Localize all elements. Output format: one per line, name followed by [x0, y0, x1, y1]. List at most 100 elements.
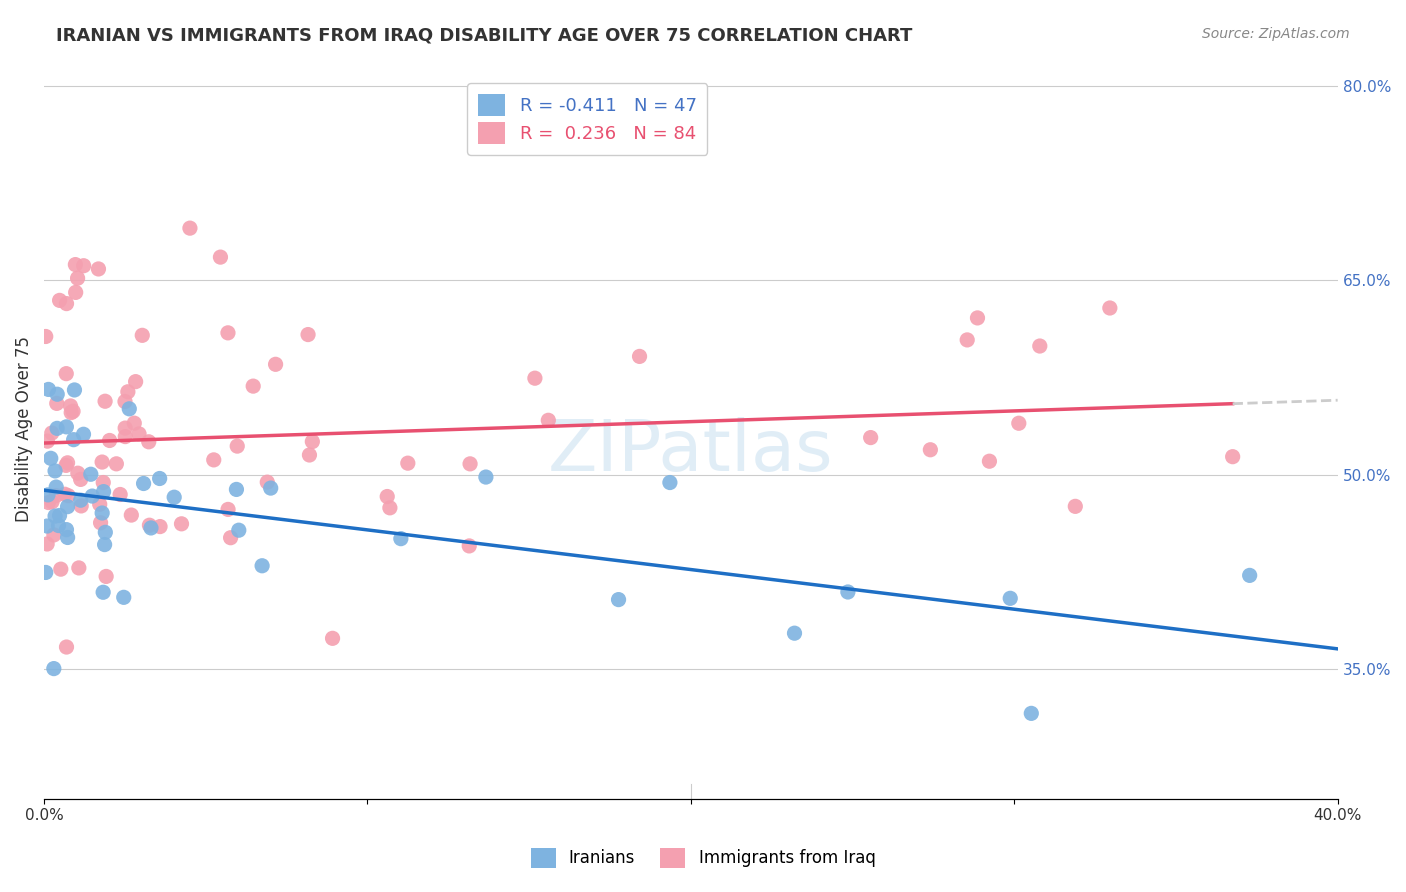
Immigrants from Iraq	[1029, 339, 1052, 353]
Immigrants from Iraq	[55, 367, 77, 381]
Immigrants from Iraq	[297, 327, 319, 342]
Immigrants from Iraq	[69, 472, 91, 486]
Immigrants from Iraq	[378, 500, 401, 515]
Iranians	[82, 489, 104, 503]
Iranians	[132, 476, 155, 491]
Iranians	[55, 523, 77, 537]
Immigrants from Iraq	[105, 457, 128, 471]
Immigrants from Iraq	[1098, 301, 1121, 315]
Iranians	[62, 433, 84, 447]
Iranians	[94, 525, 117, 540]
Iranians	[39, 451, 62, 466]
Iranians	[46, 387, 69, 401]
Immigrants from Iraq	[920, 442, 942, 457]
Iranians	[93, 484, 115, 499]
Immigrants from Iraq	[37, 495, 59, 509]
Iranians	[44, 509, 66, 524]
Immigrants from Iraq	[42, 528, 65, 542]
Iranians	[250, 558, 273, 573]
Iranians	[63, 383, 86, 397]
Immigrants from Iraq	[45, 489, 67, 503]
Immigrants from Iraq	[70, 499, 93, 513]
Immigrants from Iraq	[966, 310, 988, 325]
Immigrants from Iraq	[91, 475, 114, 490]
Immigrants from Iraq	[859, 431, 882, 445]
Immigrants from Iraq	[131, 328, 153, 343]
Immigrants from Iraq	[49, 562, 72, 576]
Iranians	[48, 508, 70, 523]
Iranians	[42, 662, 65, 676]
Iranians	[118, 401, 141, 416]
Immigrants from Iraq	[179, 221, 201, 235]
Immigrants from Iraq	[66, 466, 89, 480]
Immigrants from Iraq	[89, 497, 111, 511]
Immigrants from Iraq	[219, 531, 242, 545]
Iranians	[91, 506, 114, 520]
Iranians	[46, 421, 69, 435]
Iranians	[1019, 706, 1042, 721]
Iranians	[35, 566, 58, 580]
Immigrants from Iraq	[1064, 500, 1087, 514]
Immigrants from Iraq	[35, 329, 58, 343]
Y-axis label: Disability Age Over 75: Disability Age Over 75	[15, 336, 32, 522]
Immigrants from Iraq	[60, 406, 83, 420]
Immigrants from Iraq	[301, 434, 323, 449]
Immigrants from Iraq	[242, 379, 264, 393]
Immigrants from Iraq	[396, 456, 419, 470]
Immigrants from Iraq	[114, 421, 136, 435]
Immigrants from Iraq	[48, 293, 70, 308]
Immigrants from Iraq	[55, 458, 77, 473]
Immigrants from Iraq	[956, 333, 979, 347]
Immigrants from Iraq	[120, 508, 142, 522]
Iranians	[228, 523, 250, 537]
Immigrants from Iraq	[628, 350, 651, 364]
Iranians	[91, 585, 114, 599]
Immigrants from Iraq	[122, 416, 145, 430]
Immigrants from Iraq	[94, 569, 117, 583]
Immigrants from Iraq	[264, 357, 287, 371]
Immigrants from Iraq	[537, 413, 560, 427]
Immigrants from Iraq	[256, 475, 278, 490]
Iranians	[37, 488, 59, 502]
Immigrants from Iraq	[322, 632, 344, 646]
Immigrants from Iraq	[62, 404, 84, 418]
Iranians	[1239, 568, 1261, 582]
Legend: Iranians, Immigrants from Iraq: Iranians, Immigrants from Iraq	[524, 841, 882, 875]
Iranians	[475, 470, 498, 484]
Iranians	[163, 490, 186, 504]
Immigrants from Iraq	[45, 396, 67, 410]
Immigrants from Iraq	[91, 455, 114, 469]
Immigrants from Iraq	[55, 296, 77, 310]
Immigrants from Iraq	[114, 429, 136, 443]
Iranians	[260, 481, 283, 495]
Immigrants from Iraq	[55, 640, 77, 654]
Immigrants from Iraq	[65, 285, 87, 300]
Immigrants from Iraq	[72, 259, 94, 273]
Immigrants from Iraq	[53, 487, 76, 501]
Immigrants from Iraq	[37, 537, 59, 551]
Immigrants from Iraq	[65, 258, 87, 272]
Iranians	[658, 475, 681, 490]
Iranians	[783, 626, 806, 640]
Immigrants from Iraq	[59, 399, 82, 413]
Iranians	[45, 480, 67, 494]
Immigrants from Iraq	[87, 262, 110, 277]
Immigrants from Iraq	[114, 394, 136, 409]
Immigrants from Iraq	[108, 487, 131, 501]
Immigrants from Iraq	[458, 539, 481, 553]
Iranians	[112, 591, 135, 605]
Immigrants from Iraq	[979, 454, 1001, 468]
Iranians	[44, 464, 66, 478]
Iranians	[55, 420, 77, 434]
Iranians	[1000, 591, 1022, 606]
Text: Source: ZipAtlas.com: Source: ZipAtlas.com	[1202, 27, 1350, 41]
Immigrants from Iraq	[1222, 450, 1244, 464]
Immigrants from Iraq	[98, 434, 121, 448]
Immigrants from Iraq	[58, 489, 80, 503]
Iranians	[69, 493, 91, 508]
Iranians	[93, 538, 115, 552]
Iranians	[149, 471, 172, 485]
Iranians	[80, 467, 103, 482]
Immigrants from Iraq	[66, 271, 89, 285]
Immigrants from Iraq	[1008, 417, 1031, 431]
